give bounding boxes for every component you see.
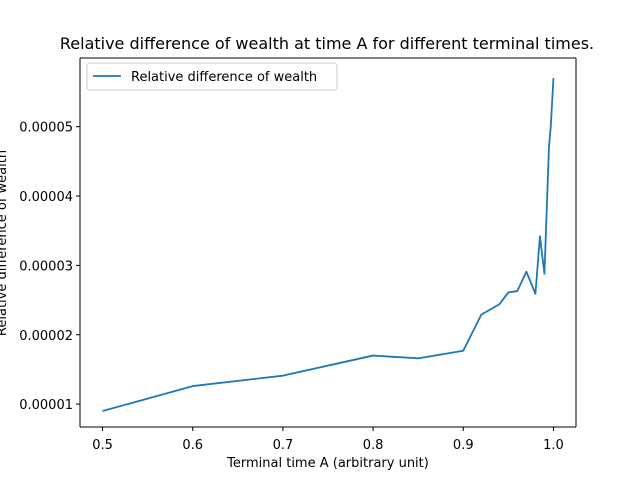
series-layer: [102, 78, 555, 412]
axes-spines: [79, 57, 577, 428]
x-tick-label: 0.9: [453, 438, 474, 453]
y-tick-label: 0.00002: [19, 329, 73, 344]
plot-area: [80, 58, 576, 427]
y-tick-label: 0.00001: [19, 398, 73, 413]
x-tick-label: 1.0: [543, 438, 564, 453]
legend-frame: [86, 62, 338, 91]
x-tick-label: 0.7: [273, 438, 294, 453]
x-axis-ticks: 0.5 0.6 0.7 0.8 0.9 1.0: [92, 427, 564, 453]
x-tick-label: 0.8: [363, 438, 384, 453]
y-tick-label: 0.00004: [19, 190, 73, 205]
x-tick-label: 0.6: [182, 438, 203, 453]
x-tick-label: 0.5: [92, 438, 113, 453]
legend-label: Relative difference of wealth: [131, 70, 317, 85]
y-axis-label: Relative difference of wealth: [0, 150, 10, 336]
chart-title: Relative difference of wealth at time A …: [60, 34, 594, 53]
y-tick-label: 0.00003: [19, 259, 73, 274]
y-tick-label: 0.00005: [19, 121, 73, 136]
x-axis-label: Terminal time A (arbitrary unit): [226, 456, 429, 471]
y-axis-ticks: 0.00001 0.00002 0.00003 0.00004 0.00005: [19, 121, 80, 413]
legend: Relative difference of wealth: [86, 62, 338, 91]
series-line-0: [102, 78, 555, 412]
